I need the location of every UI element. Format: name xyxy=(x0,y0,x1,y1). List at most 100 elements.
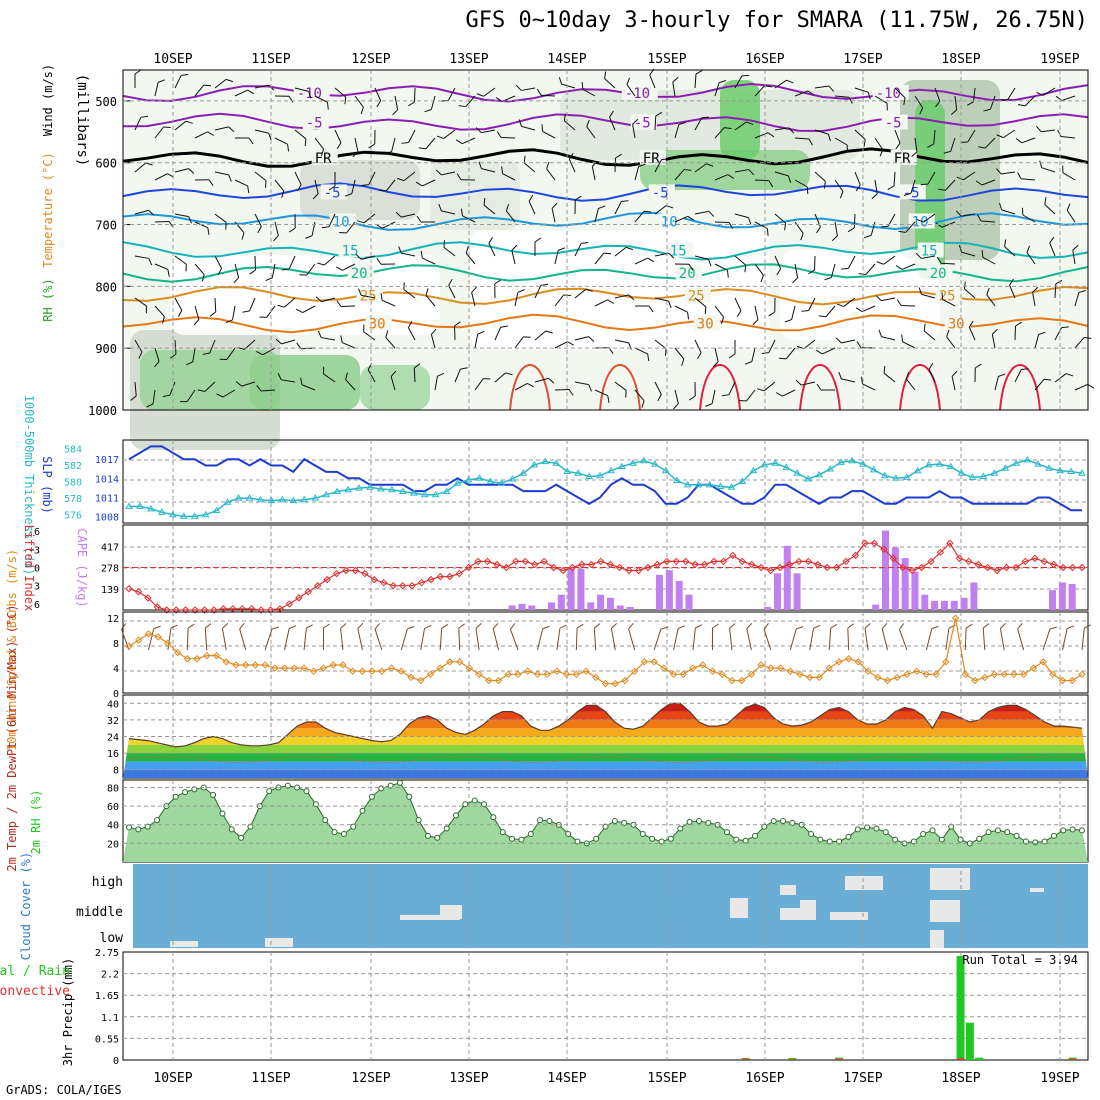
wind-barb xyxy=(626,77,636,97)
wind-barb-flag xyxy=(219,358,227,360)
wind-barb-flag xyxy=(264,180,267,188)
wind-barb xyxy=(534,377,555,384)
thickness-point xyxy=(289,496,298,504)
wind-barb xyxy=(923,323,936,341)
wind-barb-flag xyxy=(548,378,555,384)
wind-barb xyxy=(734,213,752,225)
wind-barb xyxy=(927,129,936,148)
wind-barb xyxy=(774,79,794,89)
wind-barb xyxy=(435,169,456,176)
thickness-point xyxy=(322,490,331,498)
wind-barb-staff xyxy=(534,377,549,383)
lifted-point xyxy=(181,606,190,614)
slp-line xyxy=(128,445,1082,512)
wind-barb xyxy=(744,347,756,365)
isotherm-label-bg xyxy=(890,149,917,165)
date-label-bottom: 19SEP xyxy=(1040,1071,1079,1086)
wind-barb-staff xyxy=(967,129,976,143)
cloud-block xyxy=(845,876,883,890)
rh-point xyxy=(882,829,889,836)
wind-barb xyxy=(408,87,416,107)
wind-speed-point xyxy=(572,670,581,679)
wind-barb-staff xyxy=(808,297,816,311)
thickness-ylabel: 1000-500mb Thickness (dm) xyxy=(22,395,36,576)
lifted-point xyxy=(1068,563,1077,572)
wind-barb xyxy=(354,95,364,115)
wind-barb xyxy=(834,95,853,104)
lifted-point xyxy=(408,582,416,590)
wind-barb xyxy=(134,297,147,314)
wind-barb-flag xyxy=(883,365,886,374)
isotherm-label: 15 xyxy=(670,244,687,260)
wind-barb-flag xyxy=(784,223,787,231)
wind-barb-flag xyxy=(898,230,906,233)
wind-barb xyxy=(501,166,516,181)
wind-barb-staff xyxy=(568,159,576,173)
wind-barb-staff xyxy=(439,628,443,651)
wind-barb-staff xyxy=(746,628,752,651)
lifted-point xyxy=(955,554,964,563)
wind-speed-point xyxy=(640,658,649,666)
wind-barb-staff xyxy=(574,288,587,299)
wind-speed-point xyxy=(806,673,814,682)
wind-barb-staff xyxy=(254,213,262,227)
wind-barb-10m xyxy=(303,624,313,651)
wind-barb-staff xyxy=(214,171,229,176)
wind-barb-staff xyxy=(729,628,733,651)
wind-barb-staff xyxy=(862,305,876,313)
wind-barb xyxy=(563,113,576,131)
upper-air-tick-label: 500 xyxy=(95,95,117,109)
wind-barb-flag xyxy=(197,389,205,393)
wind-barb-staff xyxy=(782,389,796,397)
lifted-point xyxy=(540,557,548,566)
wind-speed-point xyxy=(135,636,143,644)
wind-barb-staff xyxy=(1044,204,1056,215)
wind-barb-staff xyxy=(921,293,936,299)
date-label-top: 15SEP xyxy=(647,52,686,67)
thickness-point xyxy=(245,494,254,501)
date-label-bottom: 17SEP xyxy=(843,1071,882,1086)
wind-barb-flag xyxy=(401,141,409,144)
wind-barb-staff xyxy=(174,168,189,173)
thickness-point xyxy=(585,472,593,480)
wind-barb-flag xyxy=(625,390,627,398)
wind-barb-flag xyxy=(846,144,849,153)
wind-barb-flag xyxy=(1066,203,1071,211)
wind-barb xyxy=(996,129,1016,139)
wind-barb-flag xyxy=(281,190,285,198)
wind-speed-point xyxy=(669,670,678,679)
lifted-point xyxy=(757,563,765,572)
wind-barb-10m xyxy=(556,624,567,651)
wind-barb-staff xyxy=(794,90,809,97)
wind-barb xyxy=(896,299,916,307)
wind-barb-flag xyxy=(527,382,534,388)
wind-barb xyxy=(384,137,396,155)
wind-barb-staff xyxy=(554,341,568,349)
thickness-point xyxy=(738,477,747,484)
lifted-point xyxy=(464,563,473,572)
wind-barb-staff xyxy=(694,339,702,353)
wind-barb-staff xyxy=(534,330,547,341)
wind-barb-10m xyxy=(458,623,466,651)
wind-barb-flag xyxy=(374,623,380,630)
wind-speed-point xyxy=(1029,664,1038,672)
wind-barb-staff xyxy=(614,381,627,391)
wind-barb xyxy=(712,347,719,368)
wind-barb-flag xyxy=(153,625,161,630)
wind-speed-point xyxy=(874,673,882,682)
wind-barb-flag xyxy=(875,295,882,302)
wind-barb-staff xyxy=(874,179,878,194)
wind-barb xyxy=(134,162,153,173)
wind-barb-staff xyxy=(214,126,229,131)
thickness-point xyxy=(508,475,517,482)
wind-barb-flag xyxy=(591,160,598,167)
thickness-point xyxy=(979,472,988,480)
wind-barb-staff xyxy=(834,137,848,146)
rh-point xyxy=(312,801,319,808)
wind-speed-point xyxy=(475,670,483,679)
wind-barb-staff xyxy=(672,82,676,97)
wind-barb xyxy=(235,381,256,387)
wind-barb-staff xyxy=(1054,373,1067,383)
isotherm-label: 25 xyxy=(688,289,705,305)
thickness-point xyxy=(990,469,999,476)
